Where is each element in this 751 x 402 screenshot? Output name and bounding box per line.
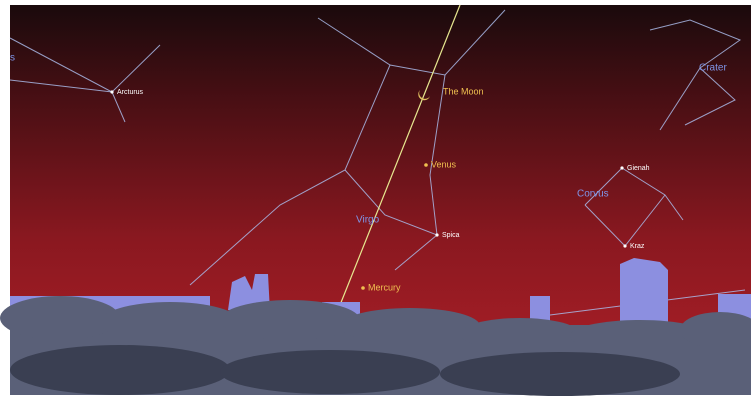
star-dot (435, 233, 438, 236)
star-dot (623, 244, 626, 247)
tree-shadows (10, 345, 680, 396)
star-label: Kraz (630, 243, 645, 250)
planet-dot (361, 286, 365, 290)
planet-dot (424, 163, 428, 167)
star-label: Spica (442, 232, 460, 239)
star-dot (620, 166, 623, 169)
constellation-label: Crater (699, 63, 727, 74)
star-label: Arcturus (117, 89, 144, 96)
constellation-label: Corvus (577, 189, 609, 200)
constellation-label: Virgo (356, 215, 380, 226)
star-dot (110, 90, 113, 93)
star-label: Gienah (627, 165, 650, 172)
sky-view: Arcturus Spica Gienah Kraz The Moon Venus Merc… (0, 0, 751, 402)
planet-label: The Moon (443, 86, 484, 96)
edge-label: s (10, 53, 15, 64)
planet-label: Venus (431, 159, 457, 169)
planet-label: Mercury (368, 282, 401, 292)
